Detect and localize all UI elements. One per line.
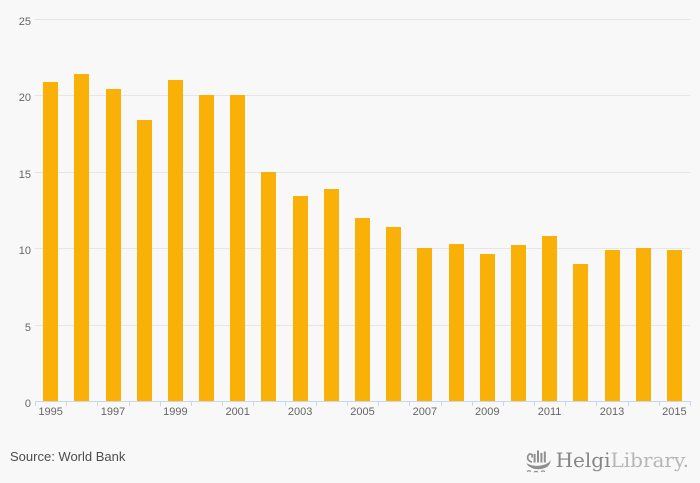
x-tick (565, 401, 567, 406)
x-tick (409, 401, 411, 406)
x-tick (97, 401, 99, 406)
logo-text-helgi: Helgi (555, 448, 611, 472)
bar-2009[interactable] (479, 254, 495, 401)
gridline-25 (35, 19, 690, 20)
bar-1998[interactable] (136, 119, 152, 401)
x-tick (440, 401, 442, 406)
x-tick-label-2007: 2007 (412, 406, 438, 418)
y-tick-label-0: 0 (24, 398, 31, 410)
x-tick (128, 401, 130, 406)
gridline-15 (35, 172, 690, 173)
bar-2005[interactable] (355, 217, 370, 401)
bar-2007[interactable] (417, 248, 433, 401)
bar-2006[interactable] (386, 226, 402, 401)
x-tick (253, 401, 255, 406)
bar-2003[interactable] (292, 196, 308, 401)
x-tick-label-2011: 2011 (537, 406, 562, 418)
bar-2012[interactable] (573, 263, 589, 401)
x-tick-label-1999: 1999 (163, 406, 188, 418)
x-tick (690, 401, 691, 406)
plot-area (35, 19, 691, 406)
x-tick-label-2005: 2005 (350, 406, 375, 418)
x-tick (191, 401, 192, 406)
x-tick-label-2009: 2009 (475, 406, 500, 418)
x-tick (471, 401, 473, 406)
bar-2014[interactable] (635, 248, 651, 401)
bar-2000[interactable] (199, 95, 214, 401)
x-tick-label-2015: 2015 (662, 406, 687, 418)
x-axis-labels: 1995 1997 1999 2001 2003 2005 2007 2009 2011 2013… (35, 406, 690, 420)
y-tick-label-5: 5 (24, 321, 31, 334)
bar-2011[interactable] (542, 236, 558, 401)
x-tick-label-2001: 2001 (225, 406, 250, 418)
x-tick (66, 401, 68, 406)
x-tick-label-2013: 2013 (599, 406, 625, 418)
x-tick (315, 401, 317, 406)
bar-1997[interactable] (105, 89, 121, 401)
x-tick-label-1997: 1997 (100, 406, 126, 418)
x-tick (284, 401, 286, 406)
bar-2015[interactable] (666, 249, 682, 401)
x-tick (35, 401, 36, 406)
x-tick (596, 401, 598, 406)
y-tick-label-25: 25 (18, 16, 31, 28)
y-tick-label-15: 15 (18, 168, 31, 181)
x-tick (159, 401, 161, 406)
x-tick (658, 401, 660, 406)
x-tick (502, 401, 504, 406)
x-tick (346, 401, 348, 406)
helgi-library-logo[interactable]: HelgiLibrary. (524, 446, 689, 474)
bar-2013[interactable] (604, 249, 620, 401)
bar-2008[interactable] (448, 243, 464, 401)
x-tick (534, 401, 535, 406)
x-tick (627, 401, 629, 406)
y-tick-label-20: 20 (18, 92, 31, 105)
bar-2001[interactable] (230, 95, 246, 401)
bar-2002[interactable] (261, 171, 277, 401)
bar-2004[interactable] (323, 188, 339, 401)
x-tick (222, 401, 224, 406)
y-axis-labels: 0 5 10 15 20 25 (0, 16, 31, 410)
bar-2010[interactable] (511, 245, 526, 401)
x-tick-label-2003: 2003 (287, 406, 313, 418)
gridline-20 (35, 95, 690, 96)
logo-wordmark: HelgiLibrary. (556, 446, 689, 474)
x-tick (378, 401, 380, 406)
bar-1996[interactable] (74, 74, 90, 401)
source-note: Source: World Bank (10, 449, 126, 464)
bar-1995[interactable] (43, 81, 59, 401)
helgi-ship-icon (526, 450, 551, 473)
x-tick-label-1995: 1995 (38, 406, 63, 418)
logo-text-library: Library. (610, 448, 689, 472)
bar-1999[interactable] (167, 80, 183, 401)
y-tick-label-10: 10 (18, 245, 31, 258)
